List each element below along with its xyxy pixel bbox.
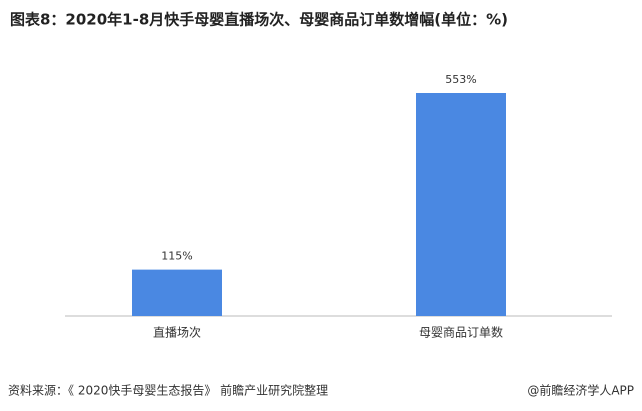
x-tick-label: 母婴商品订单数 [419,325,503,340]
credit: @前瞻经济学人APP [527,383,634,398]
bar [132,269,222,316]
bar [416,93,506,316]
source: 资料来源：《 2020快手母婴生态报告》 前瞻产业研究院整理 [8,383,328,398]
value-label: 553% [445,73,476,86]
chart-title: 图表8：2020年1-8月快手母婴直播场次、母婴商品订单数增幅(单位：%) [10,11,508,29]
value-label: 115% [161,250,192,263]
x-tick-label: 直播场次 [153,326,201,340]
